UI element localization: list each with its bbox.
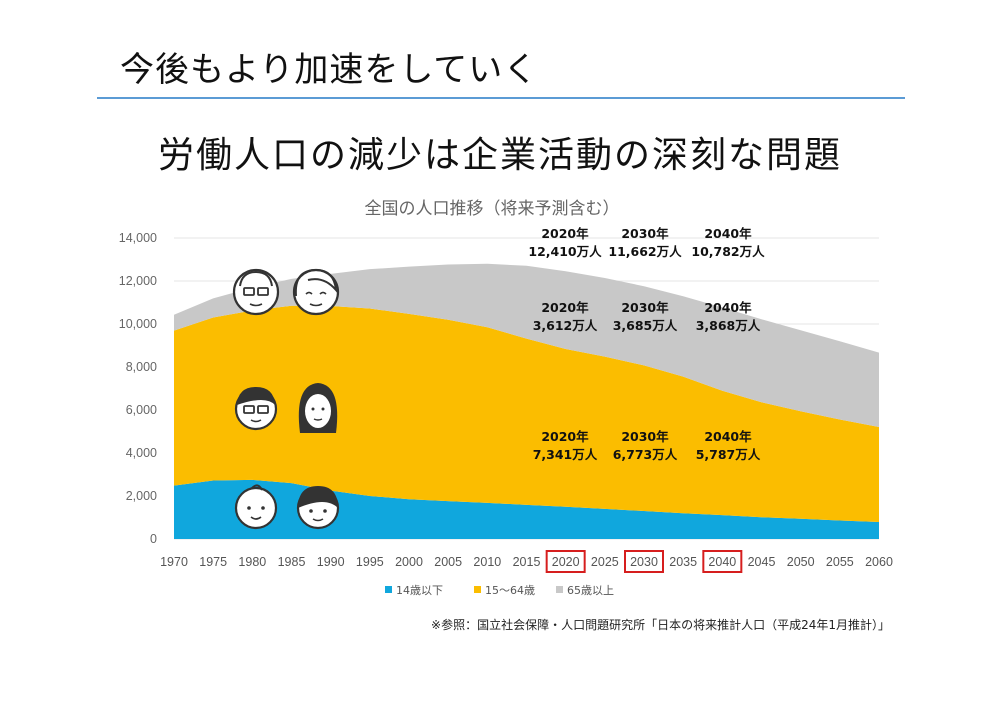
x-tick-label: 2035: [669, 555, 697, 569]
y-tick-label: 4,000: [126, 446, 157, 460]
legend-swatch-1: [474, 586, 481, 593]
x-tick-label: 2000: [395, 555, 423, 569]
annotation-working: 2020年 7,341万人 2030年 6,773万人 2040年 5,787万…: [533, 429, 761, 462]
x-tick-label: 2005: [434, 555, 462, 569]
annotation-elderly-2030-year: 2030年: [621, 300, 669, 315]
highlight-box: [624, 550, 664, 573]
legend-label-0: 14歳以下: [396, 584, 443, 597]
annotation-total-2030-value: 11,662万人: [608, 244, 682, 259]
x-tick-label: 2045: [748, 555, 776, 569]
annotation-working-2040-value: 5,787万人: [696, 447, 761, 462]
annotation-total-2040-value: 10,782万人: [691, 244, 765, 259]
legend-label-1: 15〜64歳: [485, 584, 535, 597]
legend: 14歳以下 15〜64歳 65歳以上: [385, 584, 614, 597]
legend-label-2: 65歳以上: [567, 584, 614, 597]
annotation-elderly-2040-year: 2040年: [704, 300, 752, 315]
y-tick-label: 10,000: [119, 317, 157, 331]
legend-swatch-0: [385, 586, 392, 593]
x-tick-label: 2030: [630, 555, 658, 569]
annotation-working-2020-value: 7,341万人: [533, 447, 598, 462]
x-tick-label: 2050: [787, 555, 815, 569]
annotation-elderly-2030-value: 3,685万人: [613, 318, 678, 333]
annotation-working-2040-year: 2040年: [704, 429, 752, 444]
slide-title: 今後もより加速をしていく: [120, 50, 539, 90]
adult-man-icon: [234, 387, 278, 431]
x-tick-label: 2020: [552, 555, 580, 569]
y-tick-label: 6,000: [126, 403, 157, 417]
area-series-2: [174, 263, 879, 427]
baby-icon: [234, 484, 278, 530]
annotation-elderly-2020-year: 2020年: [541, 300, 589, 315]
x-tick-label: 1985: [278, 555, 306, 569]
area-series-1: [174, 305, 879, 523]
annotation-total-2040-year: 2040年: [704, 226, 752, 241]
annotation-total: 2020年 12,410万人 2030年 11,662万人 2040年 10,7…: [528, 226, 765, 259]
elderly-man-icon: [232, 268, 280, 316]
y-tick-label: 2,000: [126, 489, 157, 503]
x-tick-label: 1975: [199, 555, 227, 569]
x-tick-label: 2015: [513, 555, 541, 569]
x-tick-label: 2040: [708, 555, 736, 569]
elderly-woman-icon: [292, 268, 340, 316]
annotation-total-2020-value: 12,410万人: [528, 244, 602, 259]
x-tick-label: 2055: [826, 555, 854, 569]
x-tick-label: 1970: [160, 555, 188, 569]
annotation-working-2030-year: 2030年: [621, 429, 669, 444]
x-tick-label: 1990: [317, 555, 345, 569]
annotation-working-2020-year: 2020年: [541, 429, 589, 444]
adult-woman-icon: [298, 383, 338, 433]
x-tick-label: 1980: [238, 555, 266, 569]
annotation-elderly-2020-value: 3,612万人: [533, 318, 598, 333]
title-divider: [97, 97, 905, 99]
child-icon: [296, 486, 340, 530]
x-tick-label: 2025: [591, 555, 619, 569]
x-tick-label: 2060: [865, 555, 893, 569]
y-tick-label: 8,000: [126, 360, 157, 374]
y-tick-label: 14,000: [119, 231, 157, 245]
annotation-total-2020-year: 2020年: [541, 226, 589, 241]
x-tick-label: 2010: [473, 555, 501, 569]
annotation-elderly-2040-value: 3,868万人: [696, 318, 761, 333]
annotation-total-2030-year: 2030年: [621, 226, 669, 241]
chart-title: 全国の人口推移（将来予測含む）: [365, 199, 620, 218]
y-tick-label: 0: [150, 532, 157, 546]
annotation-elderly: 2020年 3,612万人 2030年 3,685万人 2040年 3,868万…: [533, 300, 761, 333]
headline: 労働人口の減少は企業活動の深刻な問題: [157, 135, 842, 176]
source-footnote: ※参照：国立社会保障・人口問題研究所「日本の将来推計人口（平成24年1月推計）」: [431, 618, 890, 632]
y-tick-label: 12,000: [119, 274, 157, 288]
area-series-0: [174, 479, 879, 539]
legend-swatch-2: [556, 586, 563, 593]
annotation-working-2030-value: 6,773万人: [613, 447, 678, 462]
x-tick-label: 1995: [356, 555, 384, 569]
highlight-box: [702, 550, 743, 573]
highlight-box: [545, 550, 586, 573]
